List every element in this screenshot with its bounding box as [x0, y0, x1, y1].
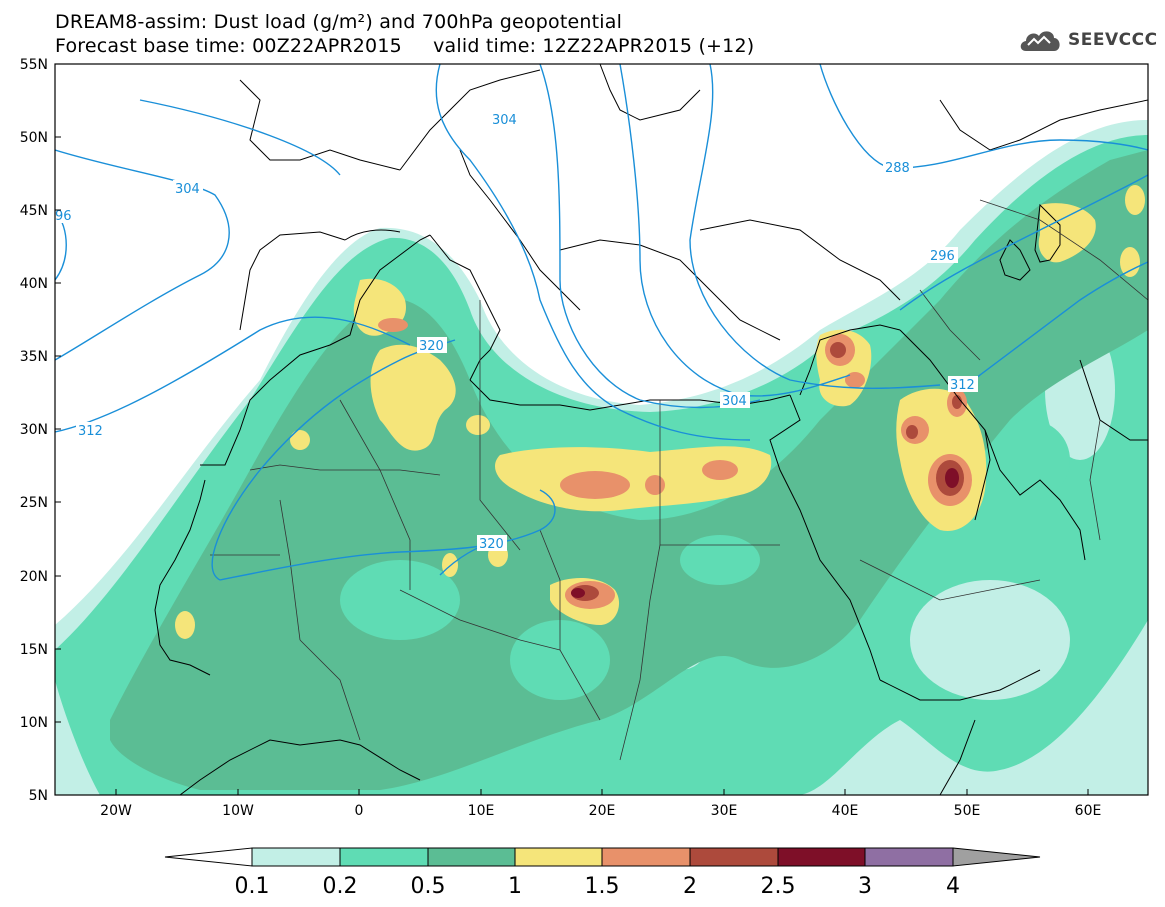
colorbar-label: 4 [946, 874, 960, 899]
colorbar-swatch [339, 847, 429, 867]
colorbar-swatch [251, 847, 341, 867]
colorbar-arrow-low [164, 847, 253, 867]
contour-label: 296 [930, 249, 955, 264]
colorbar-arrow-high [952, 847, 1041, 867]
contour-label: 288 [885, 161, 910, 176]
colorbar-swatch [601, 847, 691, 867]
lon-tick-label: 50E [954, 803, 981, 819]
lon-tick-label: 60E [1075, 803, 1102, 819]
lat-tick-label: 25N [20, 495, 48, 511]
lat-tick-label: 15N [20, 642, 48, 658]
lon-tick-label: 10W [222, 803, 254, 819]
lat-tick-label: 20N [20, 569, 48, 585]
colorbar-label: 0.1 [235, 874, 270, 899]
colorbar-label: 2.5 [761, 874, 796, 899]
lon-tick-label: 0 [355, 803, 364, 819]
colorbar-swatch [689, 847, 779, 867]
colorbar-swatch [864, 847, 954, 867]
lon-tick-label: 20E [589, 803, 616, 819]
latitude-labels: 55N 50N 45N 40N 35N 30N 25N 20N 15N 10N … [20, 57, 48, 804]
contour-label: 304 [492, 113, 517, 128]
lat-tick-label: 50N [20, 130, 48, 146]
contour-label: 320 [479, 537, 504, 552]
lat-tick-label: 30N [20, 422, 48, 438]
map-title: DREAM8-assim: Dust load (g/m²) and 700hP… [55, 11, 623, 33]
cloud-icon [1020, 31, 1060, 51]
tick-marks [55, 63, 1089, 796]
colorbar-swatch [514, 847, 603, 867]
seevccc-logo: SEEVCCC [1018, 24, 1158, 56]
lon-tick-label: 30E [711, 803, 738, 819]
colorbar-label: 3 [858, 874, 872, 899]
lat-tick-label: 40N [20, 276, 48, 292]
colorbar-label: 0.5 [411, 874, 446, 899]
colorbar-label: 0.2 [323, 874, 358, 899]
contour-label: 312 [950, 378, 975, 393]
logo-text: SEEVCCC [1068, 30, 1158, 50]
longitude-labels: 20W 10W 0 10E 20E 30E 40E 50E 60E [100, 803, 1101, 819]
dust-field [55, 64, 1148, 795]
contour-labels: 304 304 296 288 96 320 312 320 304 312 [55, 111, 978, 552]
lat-tick-label: 5N [29, 788, 48, 804]
lat-tick-label: 10N [20, 715, 48, 731]
lon-tick-label: 20W [100, 803, 132, 819]
contour-label: 96 [55, 209, 72, 224]
contour-label: 304 [175, 182, 200, 197]
lat-tick-label: 45N [20, 203, 48, 219]
lon-tick-label: 40E [832, 803, 859, 819]
contour-label: 312 [78, 424, 103, 439]
contour-label: 304 [722, 394, 747, 409]
colorbar-swatch [427, 847, 516, 867]
map-subtitle: Forecast base time: 00Z22APR2015 valid t… [55, 35, 755, 57]
colorbar: 0.1 0.2 0.5 1 1.5 2 2.5 3 4 [164, 847, 1041, 899]
colorbar-swatch [777, 847, 866, 867]
lat-tick-label: 55N [20, 57, 48, 73]
colorbar-label: 1 [508, 874, 522, 899]
colorbar-label: 2 [683, 874, 697, 899]
lat-tick-label: 35N [20, 349, 48, 365]
contour-label: 320 [419, 339, 444, 354]
colorbar-label: 1.5 [585, 874, 620, 899]
country-borders [210, 199, 1148, 761]
lon-tick-label: 10E [468, 803, 495, 819]
